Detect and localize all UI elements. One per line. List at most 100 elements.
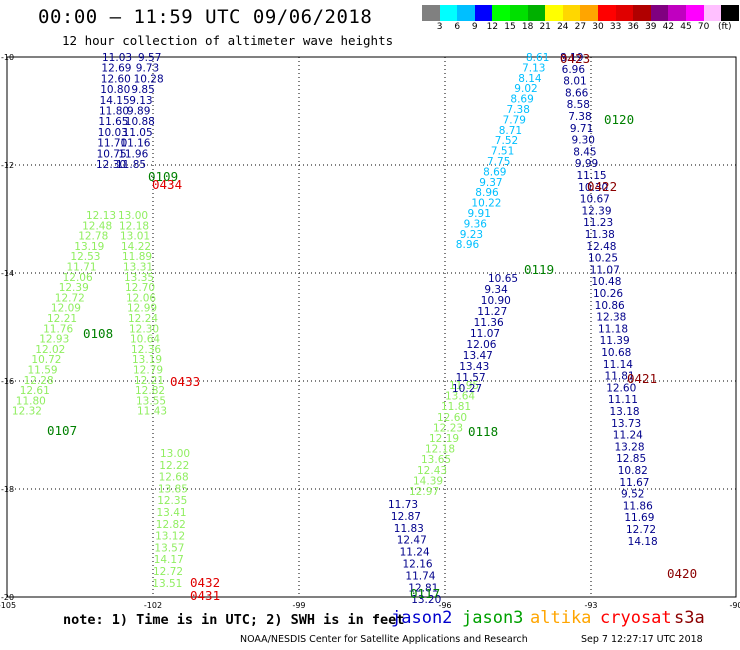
colorbar-swatch xyxy=(509,5,528,21)
colorbar-swatch xyxy=(580,5,598,21)
wave-height-label: 11.85 xyxy=(116,159,146,171)
wave-height-label: 11.07 xyxy=(590,264,620,276)
colorbar-tick-label: 12 xyxy=(486,22,499,32)
wave-height-label: 9.13 xyxy=(129,95,152,107)
wave-height-label: 13.73 xyxy=(611,418,641,430)
wave-height-label: 12.24 xyxy=(128,313,158,325)
colorbar-swatch xyxy=(439,5,458,21)
legend-item-s3a: s3a xyxy=(674,608,705,628)
wave-height-label: 12.18 xyxy=(119,220,149,232)
wave-height-label: 7.13 xyxy=(522,62,545,74)
wave-height-label: 11.81 xyxy=(605,371,635,383)
wave-height-label: 12.28 xyxy=(24,375,54,387)
wave-height-label: 12.43 xyxy=(417,465,447,477)
wave-height-label: 13.19 xyxy=(132,354,162,366)
wave-height-label: 14.15 xyxy=(100,95,130,107)
wave-height-label: 11.83 xyxy=(394,523,424,535)
colorbar-swatch xyxy=(597,5,616,21)
wave-height-label: 12.60 xyxy=(101,73,131,85)
colorbar-swatch xyxy=(650,5,669,21)
wave-height-label: 11.89 xyxy=(122,251,152,263)
wave-height-label: 9.36 xyxy=(464,218,488,230)
wave-height-label: 12.36 xyxy=(131,344,161,356)
pass-id-label: 0117 xyxy=(410,586,440,601)
wave-height-label: 13.28 xyxy=(614,441,644,453)
wave-height-label: 12.87 xyxy=(391,511,421,523)
pass-id-label: 0109 xyxy=(148,169,178,184)
wave-height-label: 11.80 xyxy=(16,395,46,407)
wave-height-label: 11.59 xyxy=(28,365,58,377)
wave-height-label: 12.16 xyxy=(403,559,433,571)
wave-height-label: 8.66 xyxy=(565,87,589,99)
colorbar-swatch xyxy=(668,5,686,21)
wave-height-label: 11.39 xyxy=(600,335,630,347)
wave-height-label: 12.38 xyxy=(596,312,626,324)
pass-id-label: 0118 xyxy=(468,424,498,439)
wave-height-label: 10.86 xyxy=(595,300,625,312)
wave-height-label: 14.22 xyxy=(121,241,151,253)
colorbar-tick-label: 18 xyxy=(521,22,534,32)
wave-height-label: 13.20 xyxy=(411,594,441,606)
wave-height-label: 8.69 xyxy=(510,94,533,106)
colorbar-swatch xyxy=(457,5,475,21)
longitude-tick-label: -90 xyxy=(729,601,740,610)
wave-height-label: 11.76 xyxy=(43,323,73,335)
wave-height-label: 11.57 xyxy=(456,372,486,384)
footer-credit: NOAA/NESDIS Center for Satellite Applica… xyxy=(240,634,528,645)
colorbar-swatch xyxy=(615,5,634,21)
wave-height-label: 14.18 xyxy=(628,536,658,548)
wave-height-label: 11.36 xyxy=(474,317,504,329)
wave-height-label: 12.22 xyxy=(159,460,189,472)
wave-height-label: 8.96 xyxy=(456,239,480,251)
latitude-tick-label: -14 xyxy=(1,269,14,278)
longitude-tick-label: -99 xyxy=(292,601,305,610)
wave-height-label: 11.80 xyxy=(99,106,129,118)
wave-height-label: 10.80 xyxy=(100,84,130,96)
units-note: note: 1) Time is in UTC; 2) SWH is in fe… xyxy=(63,612,405,628)
wave-height-label: 8.58 xyxy=(567,99,590,111)
wave-height-label: 12.18 xyxy=(425,444,455,456)
wave-height-label: 7.79 xyxy=(503,114,526,126)
wave-height-label: 13.18 xyxy=(610,406,640,418)
wave-height-label: 14.17 xyxy=(154,554,184,566)
colorbar-tick-label: 39 xyxy=(645,22,657,32)
wave-height-label: 12.06 xyxy=(126,292,156,304)
wave-height-label: 12.30 xyxy=(129,323,159,335)
wave-height-label: 12.48 xyxy=(586,241,616,253)
wave-height-label: 11.70 xyxy=(97,138,127,150)
wave-height-label: 8.14 xyxy=(518,73,542,85)
wave-height-label: 14.39 xyxy=(413,475,443,487)
wave-height-label: 13.19 xyxy=(74,241,104,253)
wave-height-label: 11.07 xyxy=(470,328,500,340)
wave-height-label: 12.68 xyxy=(159,472,189,484)
wave-height-label: 12.82 xyxy=(135,385,165,397)
colorbar-swatch xyxy=(545,5,563,21)
wave-height-label: 8.45 xyxy=(573,146,596,158)
wave-height-label: 13.65 xyxy=(421,454,451,466)
latitude-tick-label: -20 xyxy=(1,593,14,602)
wave-height-label: 12.61 xyxy=(20,385,50,397)
wave-height-label: 9.99 xyxy=(575,158,598,170)
pass-id-label: 0432 xyxy=(190,575,220,590)
pass-id-label: 0420 xyxy=(667,566,697,581)
wave-height-label: 11.69 xyxy=(624,512,654,524)
wave-height-label: 13.55 xyxy=(136,395,166,407)
wave-height-label: 13.01 xyxy=(120,231,150,243)
wave-height-label: 9.85 xyxy=(131,84,154,96)
wave-height-label: 12.48 xyxy=(82,220,112,232)
wave-height-colorbar xyxy=(422,5,739,21)
wave-height-label: 12.72 xyxy=(626,524,656,536)
wave-height-label: 12.69 xyxy=(101,63,131,75)
latitude-tick-label: -10 xyxy=(1,53,14,62)
page-title: 00:00 – 11:59 UTC 09/06/2018 xyxy=(38,6,373,28)
pass-id-label: 0421 xyxy=(627,371,657,386)
wave-height-label: 10.72 xyxy=(31,354,61,366)
wave-height-label: 8.19 xyxy=(560,52,583,64)
wave-height-label: 13.31 xyxy=(123,262,153,274)
colorbar-swatch xyxy=(422,5,440,21)
wave-height-label: 8.96 xyxy=(475,187,499,199)
pass-id-label: 0433 xyxy=(170,374,200,389)
wave-height-label: 13.64 xyxy=(445,391,475,403)
colorbar-swatch xyxy=(527,5,546,21)
